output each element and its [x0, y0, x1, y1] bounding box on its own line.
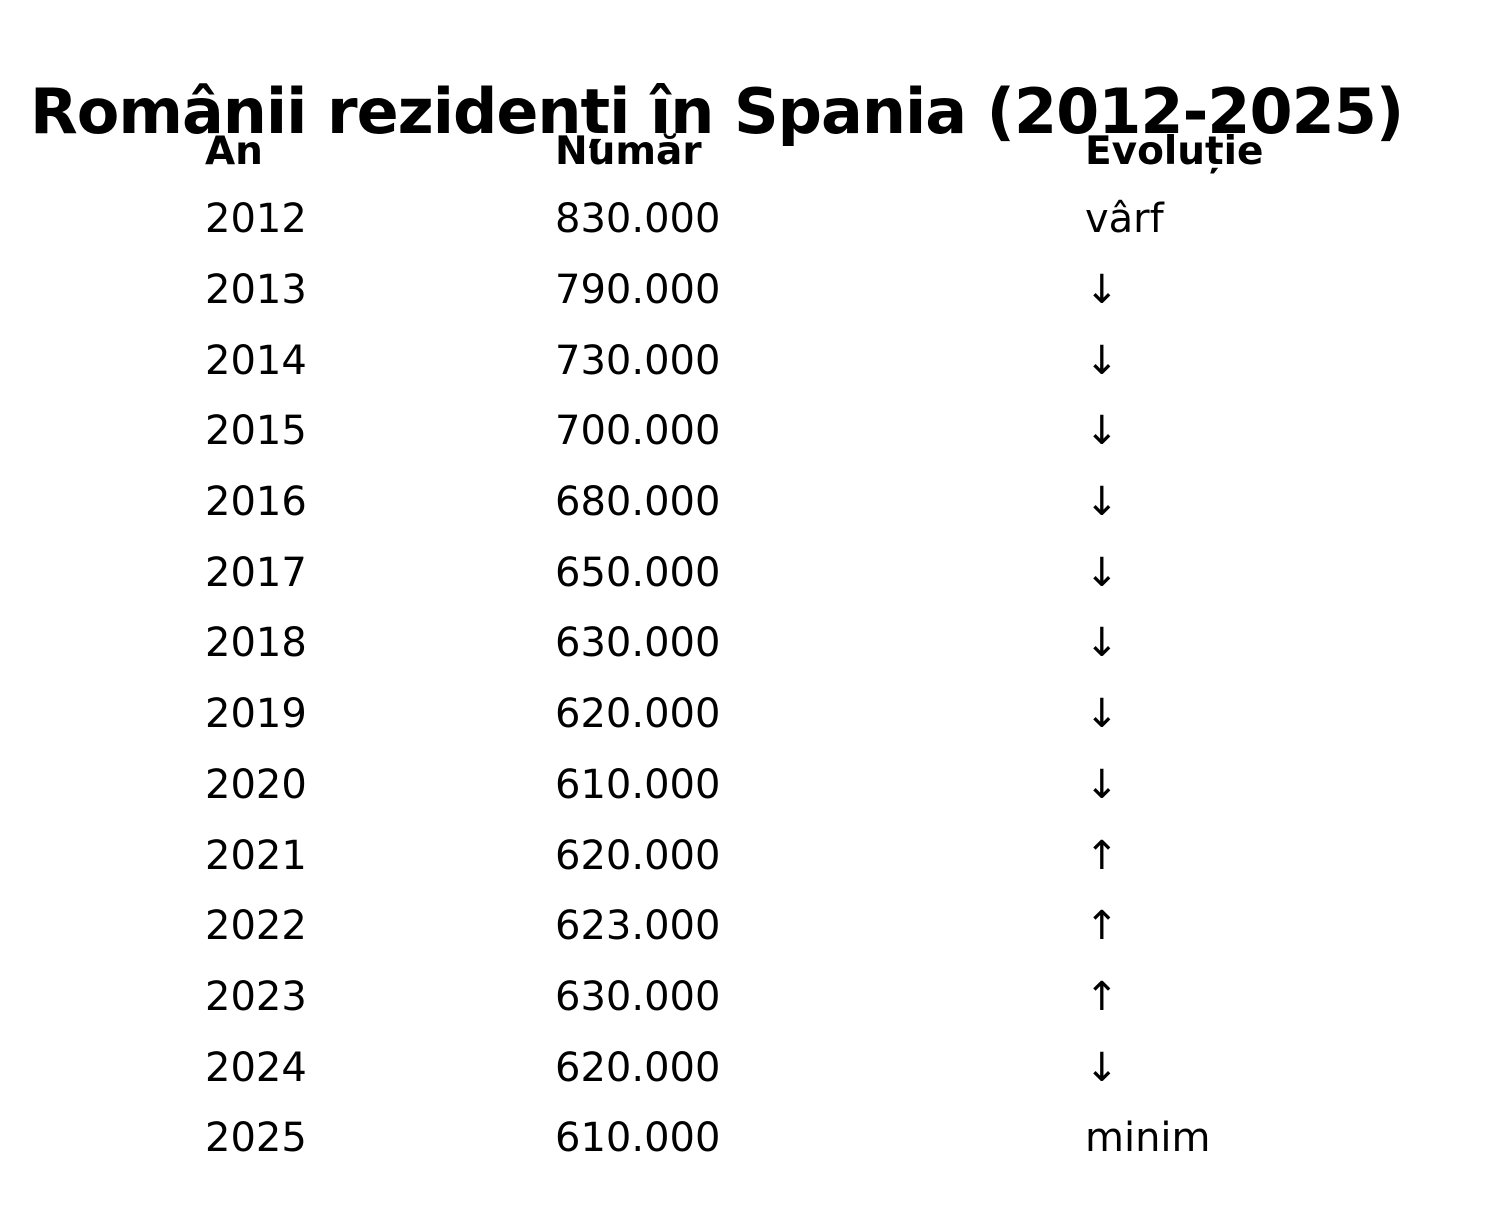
table-row: 2024 620.000 ↓	[205, 1032, 1465, 1103]
evolution-cell: vârf	[1085, 196, 1164, 243]
year-cell: 2023	[205, 973, 307, 1020]
year-cell: 2021	[205, 832, 307, 879]
evolution-cell: ↓	[1085, 549, 1119, 596]
table-header-row: An Număr Evoluție	[205, 118, 1465, 184]
header-evolution: Evoluție	[1085, 128, 1264, 174]
evolution-cell: ↓	[1085, 408, 1119, 455]
table-row: 2016 680.000 ↓	[205, 467, 1465, 538]
number-cell: 730.000	[555, 337, 721, 384]
table-row: 2018 630.000 ↓	[205, 608, 1465, 679]
table-row: 2015 700.000 ↓	[205, 396, 1465, 467]
number-cell: 650.000	[555, 549, 721, 596]
table-row: 2019 620.000 ↓	[205, 679, 1465, 750]
year-cell: 2022	[205, 903, 307, 950]
year-cell: 2018	[205, 620, 307, 667]
evolution-cell: ↓	[1085, 337, 1119, 384]
year-cell: 2014	[205, 337, 307, 384]
table-row: 2023 630.000 ↑	[205, 962, 1465, 1033]
table-row: 2013 790.000 ↓	[205, 255, 1465, 326]
number-cell: 623.000	[555, 903, 721, 950]
year-cell: 2019	[205, 691, 307, 738]
table-row: 2022 623.000 ↑	[205, 891, 1465, 962]
number-cell: 630.000	[555, 973, 721, 1020]
number-cell: 620.000	[555, 1044, 721, 1091]
number-cell: 610.000	[555, 761, 721, 808]
number-cell: 630.000	[555, 620, 721, 667]
evolution-cell: ↑	[1085, 832, 1119, 879]
number-cell: 700.000	[555, 408, 721, 455]
number-cell: 610.000	[555, 1115, 721, 1162]
number-cell: 790.000	[555, 267, 721, 314]
year-cell: 2015	[205, 408, 307, 455]
evolution-cell: ↑	[1085, 973, 1119, 1020]
year-cell: 2013	[205, 267, 307, 314]
evolution-cell: minim	[1085, 1115, 1211, 1162]
residents-table: An Număr Evoluție 2012 830.000 vârf 2013…	[205, 118, 1465, 1174]
year-cell: 2020	[205, 761, 307, 808]
evolution-cell: ↓	[1085, 620, 1119, 667]
number-cell: 680.000	[555, 479, 721, 526]
header-year: An	[205, 128, 263, 174]
year-cell: 2012	[205, 196, 307, 243]
evolution-cell: ↓	[1085, 479, 1119, 526]
evolution-cell: ↓	[1085, 691, 1119, 738]
evolution-cell: ↓	[1085, 761, 1119, 808]
year-cell: 2017	[205, 549, 307, 596]
number-cell: 620.000	[555, 832, 721, 879]
table-row: 2025 610.000 minim	[205, 1103, 1465, 1174]
year-cell: 2025	[205, 1115, 307, 1162]
number-cell: 620.000	[555, 691, 721, 738]
table-row: 2012 830.000 vârf	[205, 184, 1465, 255]
table-row: 2020 610.000 ↓	[205, 750, 1465, 821]
page-title: Românii rezidenți în Spania (2012-2025)	[30, 74, 1404, 148]
evolution-cell: ↑	[1085, 903, 1119, 950]
header-number: Număr	[555, 128, 702, 174]
year-cell: 2024	[205, 1044, 307, 1091]
evolution-cell: ↓	[1085, 267, 1119, 314]
evolution-cell: ↓	[1085, 1044, 1119, 1091]
table-row: 2021 620.000 ↑	[205, 820, 1465, 891]
number-cell: 830.000	[555, 196, 721, 243]
year-cell: 2016	[205, 479, 307, 526]
table-row: 2017 650.000 ↓	[205, 537, 1465, 608]
table-row: 2014 730.000 ↓	[205, 325, 1465, 396]
